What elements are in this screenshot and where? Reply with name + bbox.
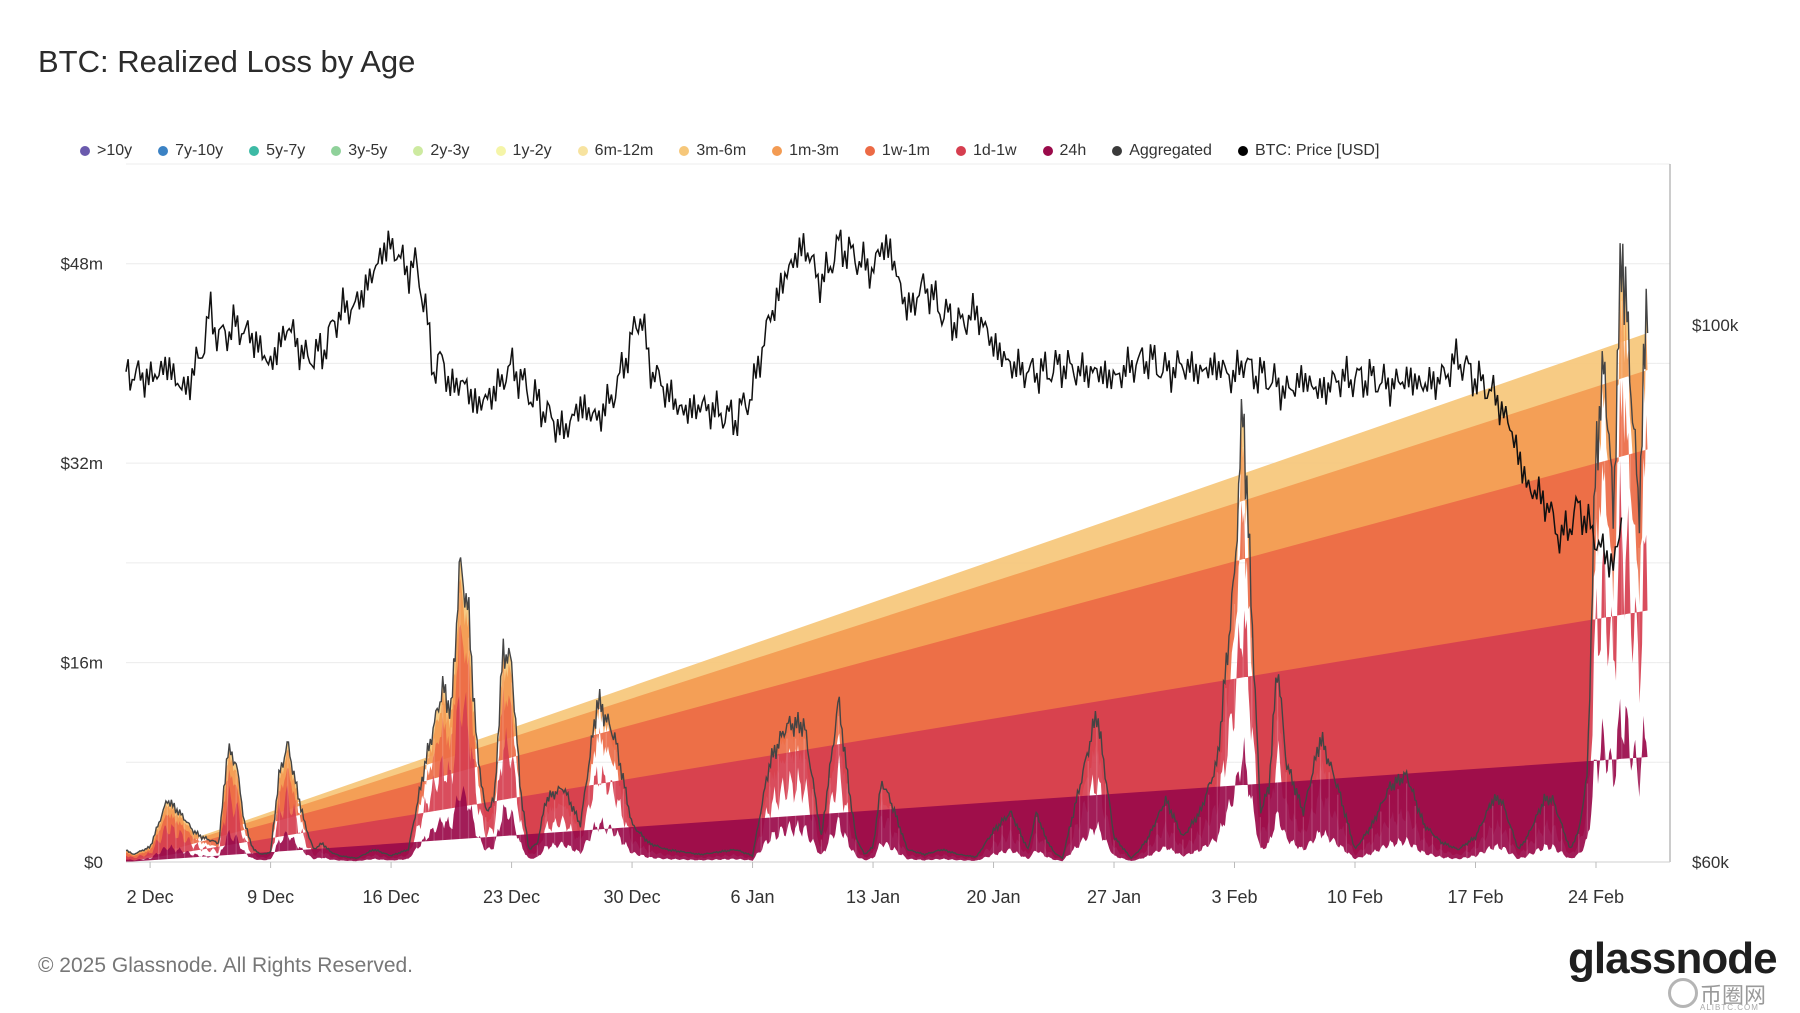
legend-item[interactable]: 1d-1w: [955, 142, 1017, 160]
legend-label: 7y-10y: [175, 142, 224, 159]
aggregated-loss-line: [125, 243, 1649, 860]
watermark-icon: [1668, 978, 1698, 1008]
legend-label: 1y-2y: [512, 142, 552, 159]
x-axis-tick-label: 6 Jan: [731, 887, 775, 907]
legend-dot-icon: [864, 146, 875, 156]
left-axis-tick-label: $32m: [60, 454, 103, 473]
legend-item[interactable]: 1w-1m: [864, 142, 930, 160]
legend-dot-icon: [955, 146, 966, 156]
x-axis-tick-label: 3 Feb: [1211, 887, 1257, 907]
left-axis-tick-label: $16m: [60, 654, 103, 673]
legend-item[interactable]: >10y: [80, 142, 132, 160]
right-axis: $60k $100k: [1692, 316, 1739, 872]
x-axis-tick-label: 20 Jan: [967, 887, 1021, 907]
legend-dot-icon: [158, 146, 169, 156]
x-axis-tick-label: 30 Dec: [604, 887, 661, 907]
legend-label: >10y: [97, 142, 133, 159]
chart-legend: >10y 7y-10y 5y-7y 3y-5y 2y-3y 1y-2y 6m-12m 3m-6…: [80, 139, 1405, 163]
watermark-subtext: ALIBTC.COM: [1700, 1003, 1759, 1012]
left-axis-tick-label: $48m: [60, 255, 103, 274]
x-axis-tick-label: 10 Feb: [1327, 887, 1383, 907]
legend-item[interactable]: 6m-12m: [577, 142, 654, 160]
legend-item[interactable]: 2y-3y: [413, 142, 470, 160]
legend-label: 5y-7y: [266, 142, 306, 159]
loss-area-layer: [126, 698, 1648, 862]
legend-dot-icon: [1112, 146, 1123, 156]
x-axis-tick-label: 16 Dec: [363, 887, 420, 907]
legend-dot-icon: [772, 146, 783, 156]
left-axis: $0 $16m $32m $48m: [60, 255, 103, 872]
legend-item[interactable]: 24h: [1042, 142, 1087, 160]
legend-label: 1w-1m: [881, 142, 930, 159]
legend-item[interactable]: BTC: Price [USD]: [1237, 142, 1380, 160]
x-axis-tick-label: 2 Dec: [127, 887, 174, 907]
legend-dot-icon: [413, 146, 424, 156]
legend-item[interactable]: 3y-5y: [331, 142, 387, 160]
legend-label: 3y-5y: [348, 142, 388, 159]
legend-item[interactable]: 3m-6m: [679, 142, 746, 160]
right-axis-tick-label: $60k: [1692, 853, 1729, 872]
legend-dot-icon: [331, 146, 342, 156]
legend-dot-icon: [249, 146, 260, 156]
copyright-text: © 2025 Glassnode. All Rights Reserved.: [38, 954, 414, 977]
legend-label: 1m-3m: [789, 142, 839, 159]
btc-price-line: [125, 229, 1623, 578]
glassnode-logo: glassnode: [1568, 934, 1778, 983]
legend-item[interactable]: 1m-3m: [772, 142, 839, 160]
legend-label: Aggregated: [1129, 142, 1212, 159]
legend-label: 1d-1w: [972, 142, 1017, 159]
x-axis-tick-label: 23 Dec: [483, 887, 540, 907]
legend-item[interactable]: 7y-10y: [158, 142, 223, 160]
x-axis-tick-label: 27 Jan: [1087, 887, 1141, 907]
loss-area-layer: [126, 460, 1648, 862]
right-axis-tick-label: $100k: [1692, 316, 1739, 335]
legend-item[interactable]: 1y-2y: [495, 142, 552, 160]
x-axis-tick-label: 9 Dec: [247, 887, 294, 907]
legend-label: 2y-3y: [430, 142, 470, 159]
watermark-text: 币圈网: [1700, 983, 1767, 1008]
legend-dot-icon: [80, 146, 90, 156]
legend-dot-icon: [1042, 146, 1053, 156]
legend-label: BTC: Price [USD]: [1254, 142, 1380, 159]
legend-dot-icon: [495, 146, 506, 156]
left-axis-tick-label: $0: [84, 853, 103, 872]
legend-dot-icon: [577, 146, 588, 156]
legend-dot-icon: [1237, 146, 1248, 156]
legend-label: 3m-6m: [696, 142, 747, 159]
legend-item[interactable]: Aggregated: [1112, 142, 1212, 160]
legend-label: 6m-12m: [594, 142, 654, 159]
x-axis-tick-label: 24 Feb: [1568, 887, 1624, 907]
x-axis-tick-label: 17 Feb: [1447, 887, 1503, 907]
legend-dot-icon: [679, 146, 690, 156]
daily-loss-bands: [158, 0, 1666, 862]
x-axis: 2 Dec 9 Dec 16 Dec 23 Dec 30 Dec 6 Jan 13 Jan 2…: [126, 861, 1670, 907]
legend-item[interactable]: 5y-7y: [249, 142, 305, 160]
loss-area-layers: [126, 243, 1648, 863]
x-axis-tick-label: 13 Jan: [846, 887, 900, 907]
chart-title: BTC: Realized Loss by Age: [38, 44, 416, 79]
legend-label: 24h: [1059, 142, 1087, 159]
